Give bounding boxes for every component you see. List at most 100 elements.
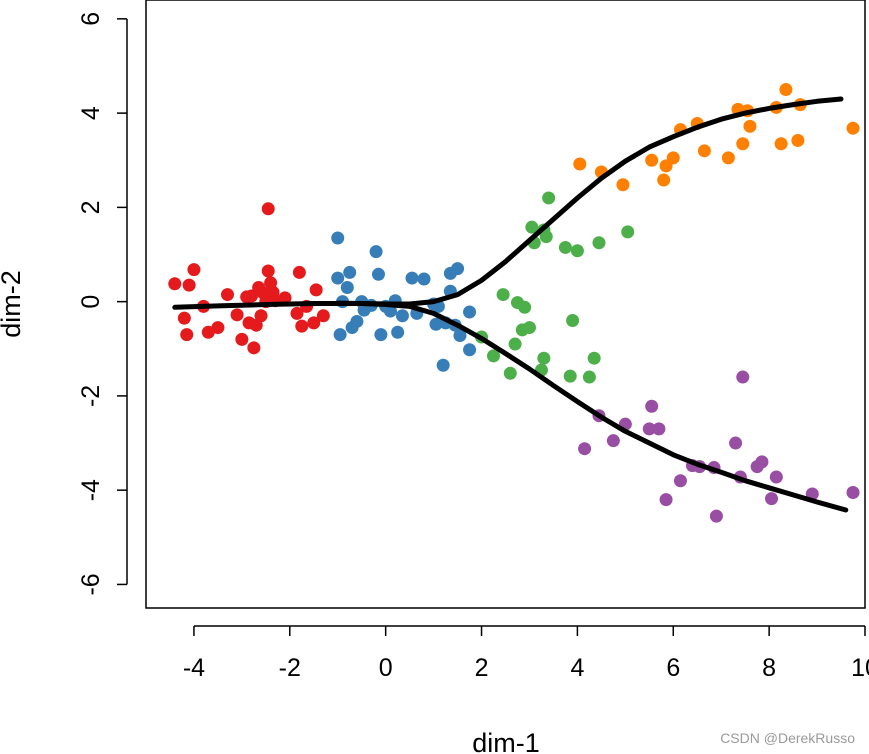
x-tick-label: 10 <box>851 654 869 682</box>
data-point <box>261 264 275 278</box>
data-point <box>736 137 750 151</box>
data-point <box>261 202 275 216</box>
data-point <box>405 271 419 285</box>
data-point <box>333 328 347 342</box>
data-point <box>563 369 577 383</box>
data-point <box>350 314 364 328</box>
data-point <box>652 422 666 436</box>
data-point <box>343 265 357 279</box>
data-point <box>463 305 477 319</box>
watermark: CSDN @DerekRusso <box>720 730 855 746</box>
data-point <box>230 308 244 322</box>
x-axis-title: dim-1 <box>472 728 540 754</box>
data-point <box>645 399 659 413</box>
data-point <box>765 492 779 506</box>
data-point <box>340 281 354 295</box>
data-point <box>657 173 671 187</box>
data-point <box>278 291 292 305</box>
data-point <box>429 317 443 331</box>
y-tick-label: 6 <box>77 12 105 26</box>
data-point <box>743 119 757 133</box>
data-point <box>331 231 345 245</box>
data-point <box>721 151 735 165</box>
data-point <box>436 358 450 372</box>
data-point <box>578 442 592 456</box>
data-point <box>177 311 191 325</box>
data-point <box>220 288 234 302</box>
x-tick-label: 0 <box>379 654 393 682</box>
data-point <box>729 436 743 450</box>
data-point <box>616 178 630 192</box>
data-point <box>573 157 587 171</box>
data-point <box>542 191 556 205</box>
data-point <box>417 272 431 286</box>
data-point <box>463 343 477 357</box>
data-point <box>182 278 196 292</box>
data-point <box>587 351 601 365</box>
principal-curve-upper <box>172 96 844 310</box>
data-point <box>453 329 467 343</box>
data-point <box>371 267 385 281</box>
data-point <box>211 321 225 335</box>
data-point <box>582 370 596 384</box>
y-axis-title: dim-2 <box>0 270 26 338</box>
x-tick-label: 8 <box>762 654 776 682</box>
y-tick-label: 4 <box>77 106 105 120</box>
data-point <box>180 328 194 342</box>
data-point <box>290 306 304 320</box>
data-point <box>769 470 783 484</box>
data-point <box>666 151 680 165</box>
data-point <box>395 309 409 323</box>
data-point <box>247 341 261 355</box>
data-point <box>331 271 345 285</box>
data-point <box>518 300 532 314</box>
data-point <box>487 349 501 363</box>
data-point <box>673 474 687 488</box>
series-green <box>475 191 635 384</box>
data-point <box>621 225 635 239</box>
data-point <box>522 321 536 335</box>
data-point <box>508 337 522 351</box>
data-point <box>383 304 397 318</box>
data-point <box>168 277 182 291</box>
data-point <box>697 144 711 158</box>
data-point <box>774 137 788 151</box>
data-point <box>645 153 659 167</box>
data-point <box>736 370 750 384</box>
data-point <box>539 230 553 244</box>
series-red <box>168 202 330 355</box>
data-point <box>755 455 769 469</box>
data-point <box>503 366 517 380</box>
data-point <box>316 309 330 323</box>
data-point <box>525 220 539 234</box>
x-tick-label: 6 <box>666 654 680 682</box>
x-tick-label: -2 <box>279 654 301 682</box>
data-point <box>659 493 673 507</box>
x-tick-label: 4 <box>570 654 584 682</box>
data-point <box>570 244 584 258</box>
principal-curves <box>172 96 849 513</box>
data-point <box>292 265 306 279</box>
data-point <box>307 316 321 330</box>
data-point <box>592 236 606 250</box>
data-point <box>309 283 323 297</box>
data-point <box>496 288 510 302</box>
y-tick-label: -4 <box>77 479 105 501</box>
data-point <box>779 83 793 97</box>
data-point <box>566 313 580 327</box>
data-point <box>201 325 215 339</box>
data-point <box>374 328 388 342</box>
data-point <box>791 133 805 147</box>
y-axis: -6 -4 -2 0 2 4 6 <box>77 12 128 596</box>
data-point <box>244 289 258 303</box>
data-point <box>254 309 268 323</box>
data-point <box>709 509 723 523</box>
data-point <box>295 319 309 333</box>
data-point <box>187 263 201 277</box>
y-tick-label: 2 <box>77 200 105 214</box>
data-point <box>846 121 860 135</box>
data-point <box>642 422 656 436</box>
series-orange <box>573 83 860 192</box>
principal-curve-lower <box>335 300 849 513</box>
